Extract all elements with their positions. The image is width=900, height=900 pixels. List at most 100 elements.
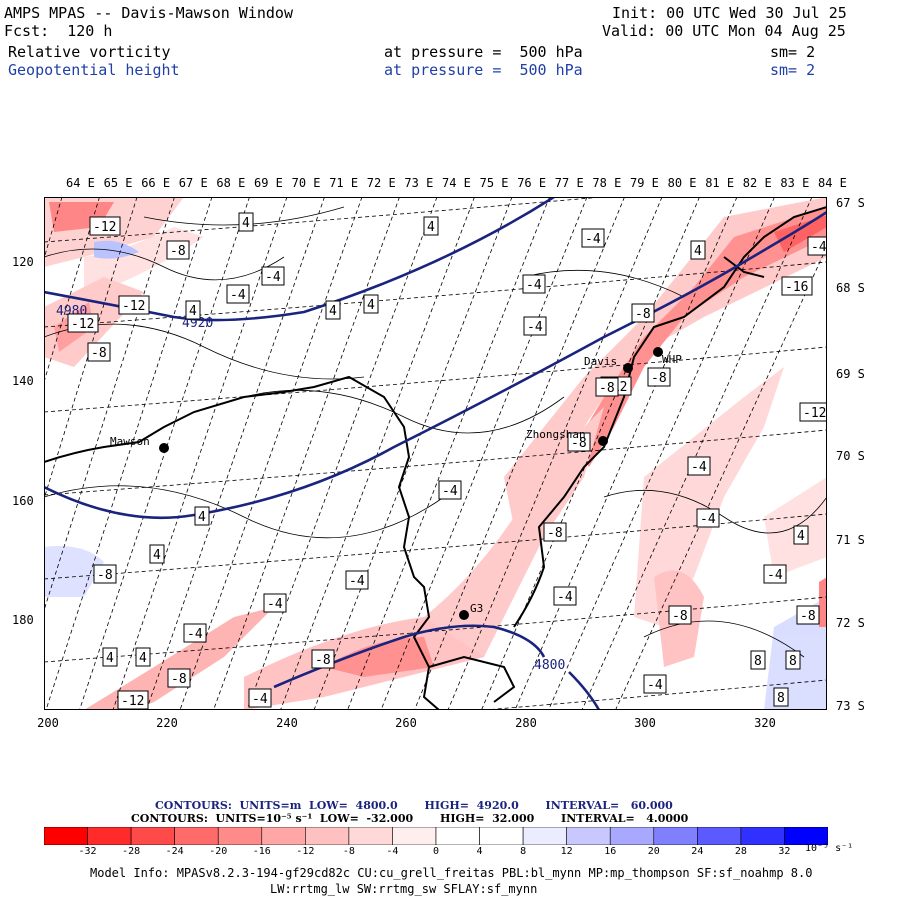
- lon-label: 80 E: [667, 176, 697, 190]
- vorticity-box-label: -8: [166, 240, 190, 260]
- colorbar-tick-label: 20: [647, 846, 660, 857]
- colorbar-swatch: [392, 827, 437, 845]
- field2-smooth: sm= 2: [770, 61, 816, 79]
- lon-label: 78 E: [592, 176, 622, 190]
- vorticity-box-label: -4: [687, 456, 711, 476]
- colorbar-swatch: [784, 827, 828, 845]
- lon-label: 68 E: [216, 176, 246, 190]
- lat-label: 72 S: [836, 616, 865, 630]
- vorticity-box-label: -4: [763, 564, 787, 584]
- vorticity-box-label: -4: [581, 228, 605, 248]
- svg-text:-4: -4: [691, 460, 707, 475]
- svg-text:-4: -4: [700, 512, 716, 527]
- svg-text:-8: -8: [171, 672, 187, 687]
- vorticity-box-label: -4: [438, 480, 462, 500]
- x-tick-label: 260: [395, 716, 417, 730]
- svg-text:-4: -4: [585, 232, 601, 247]
- field1-smooth: sm= 2: [770, 43, 816, 61]
- vorticity-box-labels: -12 -8 4 4 -4 4 -4 -12 4 4 4 -4 -4 -4 -8 -4 -16 -12 -8 -12 -…: [67, 212, 827, 710]
- vorticity-box-label: 4: [194, 506, 210, 526]
- colorbar-swatch: [217, 827, 263, 845]
- colorbar-swatch: [44, 827, 88, 845]
- vorticity-box-label: 4: [423, 216, 439, 236]
- colorbar-tick-label: 12: [560, 846, 573, 857]
- svg-text:-8: -8: [91, 346, 107, 361]
- lat-label: 70 S: [836, 449, 865, 463]
- svg-text:4: 4: [242, 216, 250, 231]
- vorticity-box-label: 4: [102, 647, 118, 667]
- vorticity-box-label: -4: [263, 593, 287, 613]
- lon-label: 77 E: [554, 176, 584, 190]
- colorbar-tick-label: 32: [778, 846, 791, 857]
- height-label-4800: 4800: [534, 658, 565, 673]
- svg-text:-4: -4: [647, 678, 663, 693]
- svg-text:-8: -8: [571, 436, 587, 451]
- svg-text:-8: -8: [170, 244, 186, 259]
- vorticity-box-label: -4: [523, 316, 547, 336]
- svg-text:-4: -4: [767, 568, 783, 583]
- y-tick-label: 120: [12, 255, 34, 269]
- y-tick-label: 140: [12, 374, 34, 388]
- svg-text:-8: -8: [315, 653, 331, 668]
- colorbar-swatch: [522, 827, 567, 845]
- colorbar-tick-label: 24: [691, 846, 704, 857]
- colorbar-unit: 10⁻⁵ s⁻¹: [805, 843, 854, 854]
- lon-label: 81 E: [705, 176, 735, 190]
- vorticity-box-label: -4: [226, 284, 250, 304]
- station-dot-mawson: [159, 443, 169, 453]
- init-time: Init: 00 UTC Wed 30 Jul 25: [612, 4, 847, 22]
- svg-text:-8: -8: [599, 381, 615, 396]
- lon-label: 71 E: [329, 176, 359, 190]
- x-tick-label: 200: [37, 716, 59, 730]
- colorbar-tick-label: -32: [78, 846, 97, 857]
- colorbar-swatch: [609, 827, 655, 845]
- svg-text:-8: -8: [635, 307, 651, 322]
- colorbar-swatch: [87, 827, 132, 845]
- vorticity-box-label: -12: [799, 402, 827, 422]
- svg-text:-4: -4: [557, 590, 573, 605]
- vorticity-box-label: -4: [261, 266, 285, 286]
- colorbar: [44, 827, 828, 845]
- lat-label: 73 S: [836, 699, 865, 713]
- lon-label: 64 E: [66, 176, 95, 190]
- colorbar-tick-label: 28: [734, 846, 747, 857]
- colorbar-tick-label: 4: [476, 846, 483, 857]
- map-panel: 4920 4980 4800 -12-84 4-44-4-12 4 4 4-4-4-4-…: [44, 197, 827, 710]
- svg-text:8: 8: [789, 654, 797, 669]
- lon-label: 74 E: [442, 176, 471, 190]
- vorticity-box-label: -8: [311, 649, 335, 669]
- svg-text:4: 4: [797, 529, 805, 544]
- svg-text:4: 4: [367, 298, 375, 313]
- graticule: [44, 197, 827, 710]
- station-dot-zhongshan: [598, 436, 608, 446]
- svg-text:8: 8: [777, 691, 785, 706]
- coastline: [44, 206, 827, 710]
- colorbar-tick-label: 8: [520, 846, 527, 857]
- svg-text:-4: -4: [187, 627, 203, 642]
- lon-label: 65 E: [103, 176, 133, 190]
- svg-text:4: 4: [189, 304, 197, 319]
- colorbar-tick-label: -28: [122, 846, 141, 857]
- colorbar-tick-label: -8: [342, 846, 355, 857]
- vorticity-box-label: -8: [796, 605, 820, 625]
- colorbar-tick-label: -16: [252, 846, 271, 857]
- colorbar-tick-label: -12: [296, 846, 315, 857]
- valid-time: Valid: 00 UTC Mon 04 Aug 25: [602, 22, 846, 40]
- vorticity-box-label: -4: [345, 570, 369, 590]
- lon-label: 79 E: [630, 176, 659, 190]
- lon-label: 73 E: [404, 176, 434, 190]
- lon-label: 67 E: [178, 176, 208, 190]
- vorticity-box-label: 8: [750, 650, 766, 670]
- colorbar-swatch: [653, 827, 698, 845]
- svg-text:-4: -4: [265, 270, 281, 285]
- vorticity-box-label: 4: [363, 294, 379, 314]
- lat-label: 68 S: [836, 281, 865, 295]
- x-tick-label: 240: [276, 716, 298, 730]
- vorticity-box-label: -4: [248, 688, 272, 708]
- station-dot-whp: [653, 347, 663, 357]
- vorticity-box-label: -8: [595, 377, 619, 397]
- colorbar-tick-label: -4: [386, 846, 399, 857]
- svg-text:-4: -4: [267, 597, 283, 612]
- height-contour-info: CONTOURS: UNITS=m LOW= 4800.0 HIGH= 4920…: [155, 799, 673, 812]
- svg-text:-4: -4: [527, 320, 543, 335]
